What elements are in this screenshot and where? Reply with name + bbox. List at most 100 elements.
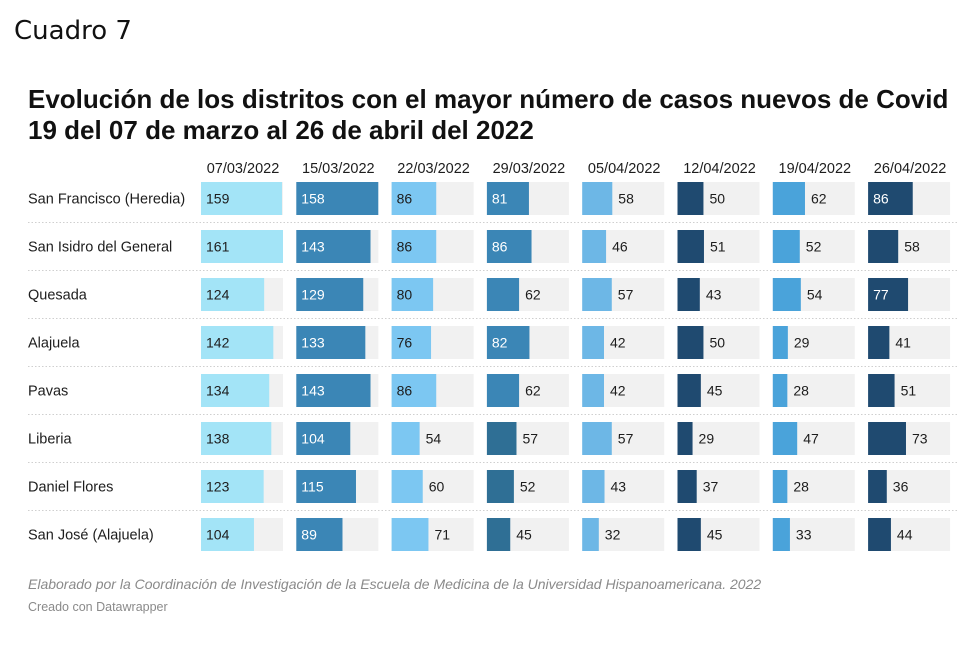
bar xyxy=(391,182,437,215)
bar xyxy=(296,374,371,407)
value-label: 36 xyxy=(893,479,909,495)
value-label: 115 xyxy=(301,479,324,495)
value-label: 76 xyxy=(397,335,413,351)
bar xyxy=(582,470,605,503)
row-label: San Francisco (Heredia) xyxy=(28,192,185,208)
bar xyxy=(486,182,529,215)
value-label: 73 xyxy=(912,431,928,447)
value-label: 129 xyxy=(301,287,325,303)
bar xyxy=(772,182,805,215)
bar xyxy=(296,326,366,359)
value-label: 104 xyxy=(206,527,230,543)
value-label: 54 xyxy=(426,431,442,447)
bar xyxy=(391,422,420,455)
bar xyxy=(486,470,514,503)
value-label: 50 xyxy=(709,191,725,207)
bar xyxy=(772,374,788,407)
value-label: 60 xyxy=(429,479,445,495)
value-label: 45 xyxy=(516,527,532,543)
value-label: 158 xyxy=(301,191,325,207)
bar xyxy=(201,230,283,263)
bar xyxy=(201,374,270,407)
value-label: 29 xyxy=(794,335,810,351)
row-label: Pavas xyxy=(28,384,68,400)
bar-table-chart: 07/03/2022 15/03/2022 22/03/2022 29/03/2022… xyxy=(28,161,958,551)
bar xyxy=(772,278,801,311)
chart-title: Evolución de los distritos con el mayor … xyxy=(28,84,949,145)
value-label: 159 xyxy=(206,191,230,207)
bar xyxy=(201,518,254,551)
value-label: 37 xyxy=(703,479,719,495)
row-label: Liberia xyxy=(28,432,72,448)
value-label: 42 xyxy=(610,383,626,399)
bar xyxy=(677,182,704,215)
value-label: 143 xyxy=(301,383,325,399)
value-label: 29 xyxy=(699,431,715,447)
value-label: 45 xyxy=(707,383,723,399)
value-label: 123 xyxy=(206,479,230,495)
value-label: 81 xyxy=(492,191,508,207)
value-label: 138 xyxy=(206,431,230,447)
column-header: 29/03/2022 xyxy=(493,161,566,177)
value-label: 86 xyxy=(397,383,413,399)
column-header: 26/04/2022 xyxy=(874,161,947,177)
bar xyxy=(296,518,343,551)
bar xyxy=(677,278,700,311)
bar xyxy=(201,278,265,311)
value-label: 62 xyxy=(525,287,541,303)
bar xyxy=(296,182,379,215)
bar xyxy=(296,470,356,503)
value-label: 62 xyxy=(525,383,541,399)
value-label: 28 xyxy=(793,479,809,495)
column-header: 22/03/2022 xyxy=(397,161,470,177)
bar xyxy=(677,422,693,455)
value-label: 33 xyxy=(796,527,812,543)
bar xyxy=(582,230,607,263)
value-label: 43 xyxy=(706,287,722,303)
value-label: 104 xyxy=(301,431,325,447)
bar xyxy=(677,374,701,407)
bar xyxy=(677,326,704,359)
value-label: 54 xyxy=(807,287,823,303)
bar xyxy=(582,422,612,455)
bar xyxy=(868,278,909,311)
row-label: San José (Alajuela) xyxy=(28,528,154,544)
value-label: 143 xyxy=(301,239,325,255)
bar xyxy=(391,278,434,311)
column-header: 15/03/2022 xyxy=(302,161,375,177)
row-label: San Isidro del General xyxy=(28,240,172,256)
value-label: 89 xyxy=(301,527,317,543)
value-label: 57 xyxy=(522,431,538,447)
value-label: 161 xyxy=(206,239,230,255)
value-label: 58 xyxy=(618,191,634,207)
bar xyxy=(772,470,788,503)
value-label: 57 xyxy=(618,431,634,447)
bar xyxy=(391,518,429,551)
bar xyxy=(296,230,371,263)
bar xyxy=(868,470,887,503)
value-label: 52 xyxy=(520,479,536,495)
value-label: 52 xyxy=(806,239,822,255)
bar xyxy=(868,374,895,407)
row-label: Quesada xyxy=(28,288,88,304)
source-note: Elaborado por la Coordinación de Investi… xyxy=(28,576,762,592)
bar xyxy=(868,422,906,455)
bar xyxy=(677,518,701,551)
value-label: 86 xyxy=(397,239,413,255)
bar xyxy=(296,422,351,455)
datawrapper-credit: Creado con Datawrapper xyxy=(28,600,168,614)
value-label: 86 xyxy=(397,191,413,207)
bar xyxy=(486,422,517,455)
bar xyxy=(486,374,520,407)
value-label: 28 xyxy=(793,383,809,399)
bar xyxy=(772,230,800,263)
bar xyxy=(772,518,790,551)
value-label: 86 xyxy=(492,239,508,255)
value-label: 77 xyxy=(873,287,889,303)
value-label: 134 xyxy=(206,383,230,399)
bar xyxy=(772,326,788,359)
value-label: 133 xyxy=(301,335,325,351)
bar xyxy=(486,230,532,263)
value-label: 43 xyxy=(611,479,627,495)
bar xyxy=(772,422,798,455)
